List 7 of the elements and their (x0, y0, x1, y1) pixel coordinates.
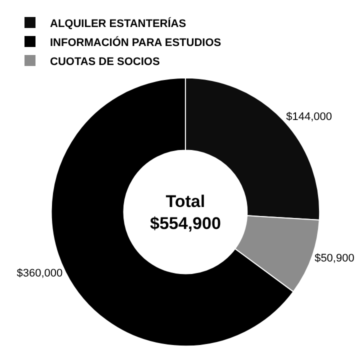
legend-label: ALQUILER ESTANTERÍAS (50, 16, 186, 30)
data-label: $360,000 (16, 268, 63, 280)
legend-label: INFORMACIÓN PARA ESTUDIOS (50, 36, 222, 49)
text: Total $554,900 (150, 192, 221, 234)
legend-label: CUOTAS DE SOCIOS (50, 56, 160, 68)
data-label: $50,900 (314, 252, 354, 264)
data-label: $144,000 (286, 111, 332, 124)
